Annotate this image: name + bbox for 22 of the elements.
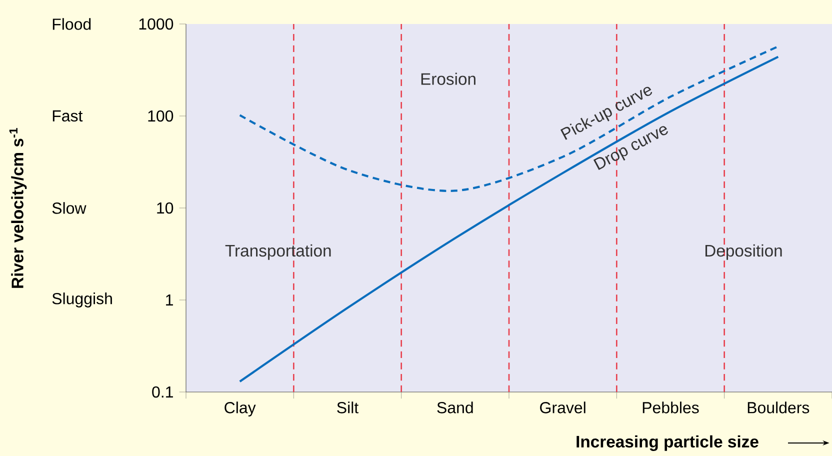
annotation: Transportation xyxy=(225,244,331,260)
text: Slow xyxy=(52,202,86,214)
y-tick-label: 1000 xyxy=(139,18,174,30)
x-tick-label: Boulders xyxy=(748,402,810,414)
text: Flood xyxy=(52,18,91,30)
text: Sluggish xyxy=(52,292,112,308)
text: Fast xyxy=(52,110,83,122)
x-tick-label: Sand xyxy=(437,402,473,414)
x-axis-title: Increasing particle size xyxy=(576,435,758,451)
text: River velocity/cm s$^{-1}$ xyxy=(9,128,27,288)
text: Drop curve xyxy=(593,126,668,170)
x-tick-label: Clay xyxy=(224,402,256,417)
y-tick-label: 1 xyxy=(166,294,173,306)
x-tick-label: Pebbles xyxy=(642,402,699,414)
line-series xyxy=(238,45,780,192)
y-tick-label: 0.1 xyxy=(152,386,173,398)
y-tick-label: 100 xyxy=(148,110,174,122)
annotation: Erosion xyxy=(421,72,476,85)
x-tick-label: Gravel xyxy=(540,402,586,414)
annotation: Deposition xyxy=(705,244,782,260)
y-tick-label: 10 xyxy=(157,202,174,214)
x-tick-label: Silt xyxy=(337,402,358,414)
